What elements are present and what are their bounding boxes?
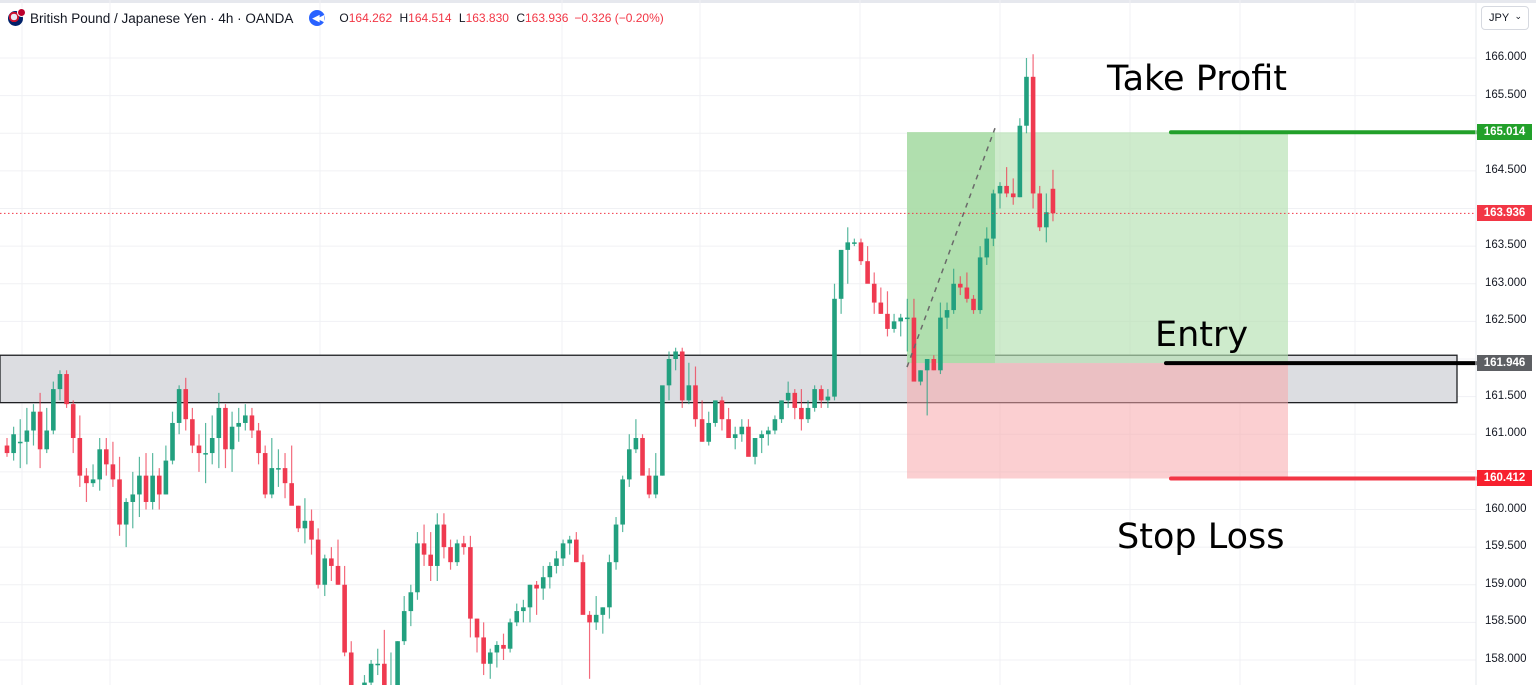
last-price-tag: 163.936 (1477, 205, 1532, 222)
trade-path-dashed (906, 127, 996, 368)
entry-price-tag: 161.946 (1477, 355, 1532, 372)
price-axis-tick: 166.000 (1485, 51, 1527, 63)
price-axis-tick: 158.000 (1485, 653, 1527, 665)
close-value: 163.936 (524, 11, 569, 25)
open-label: O (339, 11, 349, 25)
price-axis-tick: 159.000 (1485, 577, 1527, 590)
symbol-legend: British Pound / Japanese Yen · 4h · OAND… (8, 7, 664, 28)
price-axis-tick: 161.000 (1485, 427, 1527, 440)
currency-value: JPY (1489, 12, 1510, 24)
stop-loss-price-tag: 160.412 (1477, 470, 1532, 487)
price-axis-tick: 160.000 (1485, 502, 1527, 515)
price-change: −0.326 (−0.20%) (574, 11, 664, 25)
price-axis-tick: 159.500 (1485, 540, 1527, 553)
currency-select[interactable]: JPY ⌄ (1481, 6, 1529, 30)
take-profit-label[interactable]: Take Profit (1107, 59, 1288, 99)
close-label: C (516, 11, 525, 25)
price-axis-tick: 162.500 (1485, 314, 1527, 327)
candles (4, 54, 1056, 685)
high-value: 164.514 (408, 11, 452, 25)
entry-label[interactable]: Entry (1155, 315, 1249, 355)
ohlc-values: O164.262 H164.514 L163.830 C163.936 (339, 11, 568, 25)
profit-zone[interactable] (907, 132, 1288, 364)
price-axis-tick: 163.000 (1485, 276, 1527, 289)
replay-rewind-icon[interactable]: ◀◀ (309, 10, 326, 26)
gbp-jpy-flag-icon (8, 7, 26, 26)
low-label: L (458, 11, 466, 25)
high-label: H (399, 11, 409, 25)
loss-zone[interactable] (907, 363, 1288, 479)
chevron-down-icon: ⌄ (1514, 11, 1522, 21)
price-axis-tick: 158.500 (1485, 615, 1527, 628)
take-profit-price-tag: 165.014 (1477, 124, 1532, 141)
price-axis-tick: 161.500 (1485, 389, 1527, 402)
price-axis-tick: 163.500 (1485, 239, 1527, 252)
symbol-title[interactable]: British Pound / Japanese Yen · 4h · OAND… (30, 10, 294, 26)
low-value: 163.830 (465, 11, 509, 25)
price-axis-tick: 164.500 (1485, 163, 1527, 176)
open-value: 164.262 (348, 11, 393, 25)
price-axis-tick: 165.500 (1485, 88, 1527, 101)
stop-loss-label[interactable]: Stop Loss (1117, 517, 1285, 557)
